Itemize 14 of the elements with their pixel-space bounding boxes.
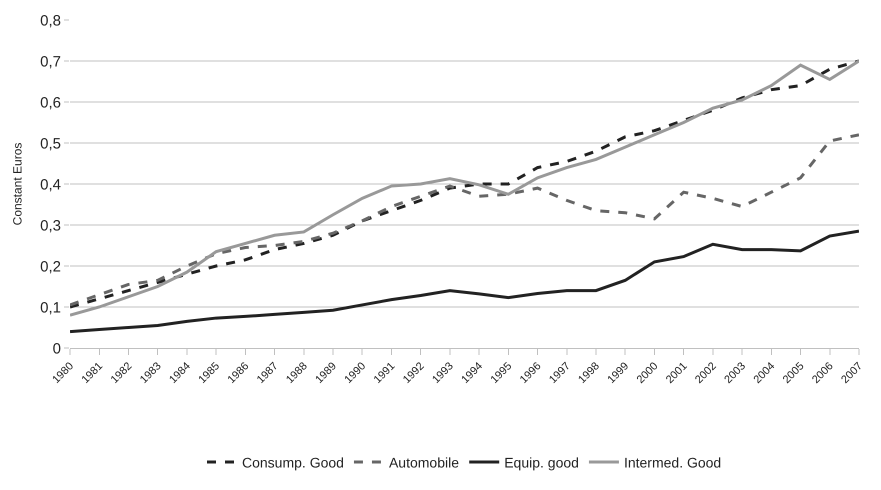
y-tick-label: 0,8 <box>40 12 61 30</box>
y-tick-label: 0,3 <box>40 217 61 234</box>
y-tick-label: 0 <box>52 340 61 358</box>
y-tick-label: 0,2 <box>40 258 61 276</box>
y-axis-title: Constant Euros <box>10 142 24 226</box>
y-tick-label: 0,5 <box>40 135 61 152</box>
legend-label: Automobile <box>388 454 460 470</box>
y-tick-label: 0,6 <box>40 94 61 112</box>
y-tick-label: 0,1 <box>40 299 61 316</box>
legend-label: Intermed. Good <box>624 454 722 470</box>
y-tick-label: 0,7 <box>40 53 61 70</box>
legend-label: Equip. good <box>504 454 579 470</box>
legend-label: Consump. Good <box>242 454 344 470</box>
y-tick-label: 0,4 <box>40 176 61 194</box>
